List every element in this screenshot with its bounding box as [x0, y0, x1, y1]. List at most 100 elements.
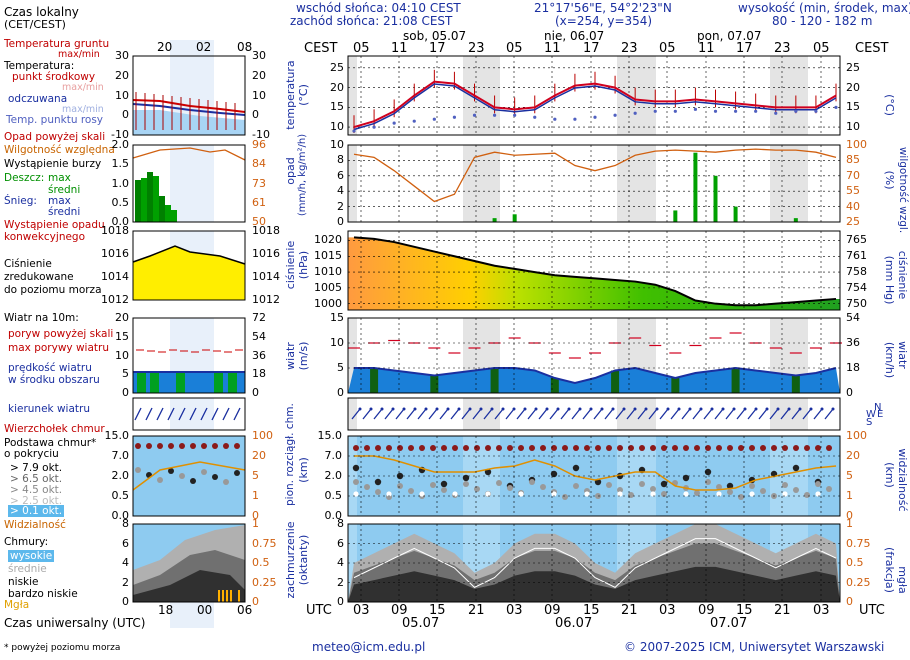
dew-point [573, 117, 577, 121]
mini-tick-temp-l-2: 10 [115, 88, 129, 102]
cloud-top-dot [386, 445, 392, 451]
legend-cloud-base: Podstawa chmur* [4, 437, 97, 449]
mini-fog-bar [218, 590, 220, 602]
footer-email[interactable]: meteo@icm.edu.pl [312, 640, 426, 654]
mini-rain-bar [147, 172, 153, 222]
precip-bar [713, 175, 718, 222]
cloud-base-dot2 [716, 484, 722, 490]
wind-arrow [472, 408, 482, 420]
wind-arrow-head [501, 407, 505, 411]
mini-cloud-base [190, 478, 196, 484]
hour-cest-10: 17 [736, 41, 753, 56]
axis-prec-right-title: wilgotność wzgl. [897, 146, 909, 234]
axis-wind-right-unit: (km/h) [883, 341, 896, 379]
wind-arrow [637, 408, 647, 420]
wind-arrow-head [776, 407, 780, 411]
axis-pres-title: ciśnienie [284, 240, 297, 290]
cloud-base-dot2 [474, 486, 480, 492]
dir-E-label: E [877, 409, 884, 420]
legend-soil-maxmin: max/min [58, 49, 100, 60]
day-bottom-1: 05.07 [402, 616, 440, 631]
cloud-top-dot [650, 445, 656, 451]
wind-arrow-head [688, 407, 692, 411]
cloud-base-dot2 [749, 483, 755, 489]
tick-prec-l-3: 4 [337, 184, 344, 198]
mini-wind-arrow [145, 407, 153, 421]
night-band-dir-0 [348, 398, 357, 430]
mini-tick-prec-l-2: 1.0 [111, 176, 130, 190]
day-label-1: sob, 05.07 [403, 29, 467, 43]
cloud-base-dot3 [551, 491, 557, 497]
mini-frame-temp [132, 55, 246, 136]
tick-pres-l-2: 1010 [314, 265, 342, 279]
cloud-top-dot [485, 445, 491, 451]
mini-cloud-top [223, 443, 229, 449]
cloud-base-dot2 [661, 491, 667, 497]
legend-dew: Temp. punktu rosy [6, 114, 104, 126]
tick-prec-l-0: 10 [330, 138, 344, 151]
hour-utc-12: 03 [813, 603, 830, 618]
cloud-base-dot3 [782, 491, 788, 497]
hour-utc-0: 03 [353, 603, 370, 618]
mini-tick-cloud-l-1: 7.0 [111, 449, 130, 462]
temp-feel-line [353, 83, 837, 131]
wind-arrow [813, 408, 823, 420]
temp-line [353, 80, 837, 129]
precip-bar [492, 218, 497, 222]
legend-wind-speed: prędkość wiatru [8, 362, 92, 374]
mini-tick-cov-l-1: 6 [122, 536, 129, 550]
wind-arrow [736, 408, 746, 420]
mini-cloud-top [179, 443, 185, 449]
wind-arrow [439, 408, 449, 420]
mini-cov-vlow [133, 570, 245, 602]
tz-right: CEST [855, 41, 889, 56]
mini-tick-pres-r-1: 1016 [252, 247, 280, 260]
mini-night-dir [170, 398, 214, 430]
hour-cest-5: 11 [544, 41, 561, 56]
cloud-top-dot [540, 445, 546, 451]
mini-tick-pres-l-2: 1014 [101, 270, 129, 283]
mini-wind-arrow [167, 407, 175, 421]
tick-prec-l-2: 6 [337, 168, 344, 182]
utc-right: UTC [859, 603, 885, 618]
tick-prec-l-5: 0 [337, 215, 344, 228]
mini-cloud-base [201, 469, 207, 475]
cloud-base-dot2 [826, 486, 832, 492]
mini-tick-wind-l-2: 10 [115, 348, 129, 362]
wind-arrow [560, 408, 570, 420]
wind-arrow [604, 408, 614, 420]
night-band-dir-3 [770, 398, 808, 430]
dew-point [673, 109, 677, 113]
wind-arrow [725, 408, 735, 420]
cloud-base-dot2 [408, 488, 414, 494]
wind-arrow-head [611, 407, 615, 411]
mini-night-prec [170, 145, 214, 222]
hour-cest-0: 05 [353, 41, 370, 56]
precip-bar [693, 152, 698, 222]
dew-point [794, 109, 798, 113]
legend-temp: Temperatura: [4, 60, 75, 72]
label-local-time: Czas lokalny [4, 5, 79, 19]
cloud-base-dot2 [617, 487, 623, 493]
wind-arrow-head [391, 407, 395, 411]
mini-tick-temp-l-3: 0 [122, 108, 129, 122]
axis-cov-unit: (oktanty) [297, 534, 310, 586]
tick-pres-r-4: 750 [846, 296, 867, 310]
tick-wind-r-0: 54 [846, 311, 860, 324]
cloud-base-dot3 [683, 491, 689, 497]
coords-text: 21°17'56"E, 54°2'23"N [534, 1, 672, 15]
tick-cov-r-0: 1 [846, 517, 853, 530]
mini-cloud-top [234, 443, 240, 449]
cloud-night-band [348, 436, 357, 516]
tick-temp-l-0: 25 [330, 60, 344, 74]
wind-arrow [494, 408, 504, 420]
cloud-base-dot2 [639, 481, 645, 487]
mini-fog-bar [226, 590, 228, 602]
mini-wind-arrow [156, 407, 164, 421]
night-band-temp-0 [348, 56, 357, 135]
cloud-base-dot2 [804, 492, 810, 498]
tick-cloud-r-3: 1 [846, 489, 853, 502]
wind-arrow [351, 408, 361, 420]
dew-point [472, 113, 477, 117]
wind-arrow-head [787, 407, 791, 411]
